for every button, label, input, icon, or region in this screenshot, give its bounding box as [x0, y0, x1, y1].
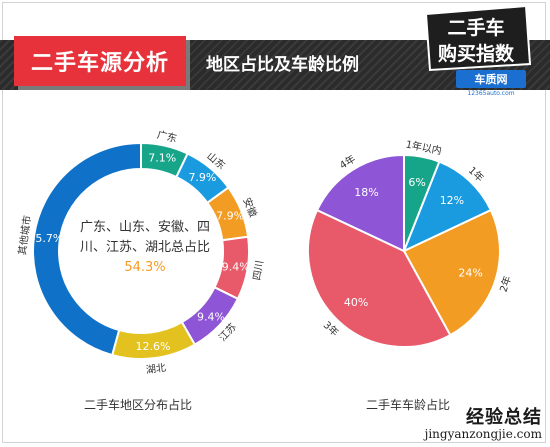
- chart0-value-label-3: 9.4%: [222, 261, 250, 274]
- chart1-value-label-4: 18%: [354, 186, 378, 199]
- chart0-value-label-2: 7.9%: [216, 209, 244, 222]
- page-title: 二手车源分析: [14, 36, 186, 86]
- chart1-value-label-0: 6%: [408, 176, 425, 189]
- logo-line2: 购买指数: [438, 42, 515, 65]
- chart0-category-label-6: 其他城市: [15, 214, 33, 255]
- watermark: 经验总结 jingyanzongjie.com: [425, 403, 542, 441]
- watermark-en: jingyanzongjie.com: [424, 427, 542, 441]
- logo-brand: 车质网: [475, 72, 508, 86]
- chart0-category-label-0: 广东: [156, 128, 178, 145]
- chart0-slice-6: [32, 141, 142, 357]
- chart0-category-label-3: 四川: [252, 260, 266, 282]
- brand-logo: 二手车 购买指数 车质网 12365auto.com: [424, 4, 532, 97]
- donut-center-highlight: 54.3%: [124, 260, 166, 275]
- donut-center-text: 广东、山东、安徽、四川、江苏、湖北总占比 54.3%: [70, 218, 220, 278]
- chart0-value-label-5: 12.6%: [136, 340, 171, 353]
- donut-center-prefix: 广东、山东、安徽、四川、江苏、湖北总占比: [79, 220, 210, 255]
- chart0-category-label-5: 湖北: [145, 362, 166, 376]
- logo-line1: 二手车: [447, 16, 504, 39]
- chart0-value-label-1: 7.9%: [188, 171, 216, 184]
- donut-caption: 二手车地区分布占比: [84, 398, 193, 412]
- chart1-slice-4: [315, 153, 405, 253]
- chart1-slice-1: [402, 160, 493, 253]
- chart0-value-label-6: 45.7%: [28, 232, 63, 245]
- chart1-category-label-2: 2年: [497, 274, 514, 294]
- chart1-value-label-1: 12%: [440, 194, 464, 207]
- logo-url: 12365auto.com: [467, 90, 514, 97]
- chart1-value-label-3: 40%: [344, 296, 368, 309]
- chart1-value-label-2: 24%: [458, 267, 482, 280]
- chart0-value-label-0: 7.1%: [148, 151, 176, 164]
- pie-caption: 二手车车龄占比: [366, 398, 451, 412]
- chart1-slice-2: [402, 208, 501, 337]
- image-frame: [2, 2, 546, 443]
- watermark-cn: 经验总结: [466, 407, 542, 428]
- chart0-value-label-4: 9.4%: [197, 311, 225, 324]
- chart1-slice-3: [307, 208, 452, 348]
- page-subtitle: 地区占比及车龄比例: [206, 55, 359, 75]
